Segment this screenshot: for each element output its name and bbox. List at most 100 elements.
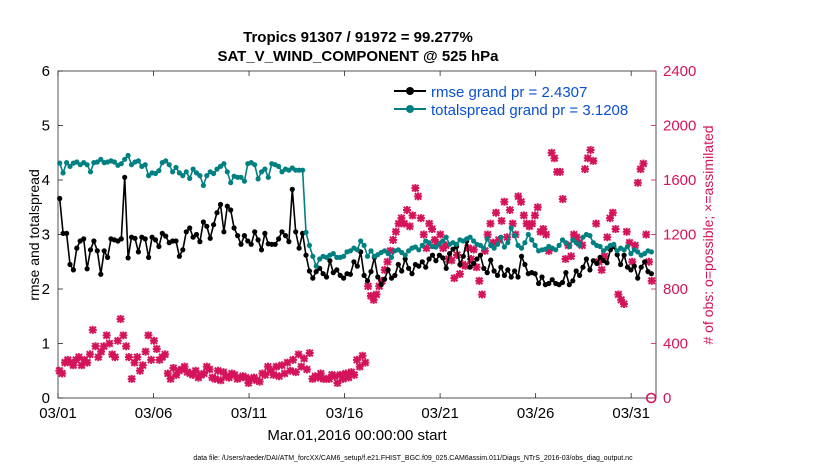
rmse-point [505, 267, 511, 273]
rmse-point [176, 253, 182, 259]
x-tick-label: 03/16 [326, 405, 364, 422]
obs-point-glyph [99, 342, 108, 351]
rmse-point [187, 225, 193, 231]
obs-point-glyph [405, 222, 414, 231]
totalspread-point [358, 238, 364, 244]
rmse-point [87, 247, 94, 253]
totalspread-point [511, 233, 518, 239]
rmse-point [395, 261, 401, 268]
obs-point-glyph [314, 373, 323, 382]
obs-point [291, 368, 300, 377]
obs-point [238, 372, 247, 381]
rmse-point [474, 256, 480, 262]
obs-point [236, 373, 245, 382]
obs-point [461, 261, 470, 270]
obs-point [358, 351, 367, 360]
rmse-point [580, 264, 586, 270]
rmse-point [91, 238, 97, 244]
obs-point-glyph [300, 354, 309, 363]
y-left-tick-label: 0 [42, 390, 50, 407]
obs-point-glyph [430, 235, 439, 244]
totalspread-point [279, 169, 285, 175]
totalspread-point [163, 158, 169, 164]
rmse-point [214, 210, 220, 216]
obs-point-glyph [414, 192, 423, 201]
obs-point [188, 370, 197, 379]
obs-point-glyph [483, 230, 492, 239]
obs-point [227, 369, 236, 378]
obs-point-glyph [169, 364, 178, 373]
plot-area: 03/01 03/06 03/11 03/16 03/21 03/26 03/31 0 1 2 3… [39, 63, 696, 422]
obs-point-glyph [258, 369, 267, 378]
obs-point-glyph [614, 290, 623, 299]
obs-point-glyph [547, 148, 556, 157]
rmse-point [142, 236, 148, 242]
obs-point [325, 374, 334, 383]
totalspread-point [399, 249, 405, 256]
obs-point [364, 282, 373, 291]
obs-point [578, 241, 587, 250]
rmse-point [423, 264, 429, 270]
obs-point-glyph [361, 358, 370, 367]
obs-point [186, 369, 195, 378]
totalspread-point [505, 240, 511, 246]
rmse-point [522, 261, 528, 268]
rmse-point [583, 256, 590, 262]
obs-point [97, 347, 106, 356]
rmse-point [587, 267, 593, 273]
rmse-point [258, 247, 265, 253]
obs-point-glyph [272, 362, 281, 371]
obs-point [141, 347, 150, 356]
x-tick-label: 03/01 [39, 405, 77, 422]
obs-point [530, 211, 539, 220]
obs-point [497, 216, 506, 225]
rmse-point [351, 259, 357, 265]
obs-point [113, 336, 122, 345]
rmse-point [447, 251, 453, 257]
obs-point-glyph [400, 219, 409, 228]
obs-point-glyph [581, 165, 589, 174]
totalspread-point [484, 236, 490, 242]
rmse-point [563, 270, 569, 276]
obs-point [480, 246, 489, 255]
obs-point-glyph [480, 246, 489, 255]
obs-point-glyph [500, 197, 509, 206]
rmse-point [207, 235, 213, 241]
obs-point [152, 344, 161, 353]
x-tick-label: 03/06 [135, 405, 173, 422]
y-axis-right-ticks: 0 400 800 1200 1600 2000 2400 [651, 63, 696, 407]
obs-point [492, 208, 501, 217]
obs-point [441, 241, 450, 250]
totalspread-point [200, 182, 206, 188]
obs-point [311, 372, 320, 381]
rmse-point [433, 258, 439, 264]
totalspread-point [354, 247, 360, 253]
totalspread-point [508, 225, 514, 231]
totalspread-point [382, 248, 388, 254]
x-tick-label: 03/26 [517, 405, 555, 422]
obs-point-glyph [394, 219, 403, 228]
totalspread-point [187, 175, 193, 181]
totalspread-point [238, 174, 244, 180]
obs-point-glyph [149, 336, 158, 345]
obs-point-glyph [455, 270, 464, 279]
obs-point-glyph [633, 178, 642, 187]
obs-point [397, 214, 406, 223]
obs-point [91, 342, 100, 351]
obs-point [377, 276, 386, 285]
obs-point [547, 148, 556, 157]
obs-point-glyph [594, 257, 603, 266]
obs-point-glyph [377, 276, 386, 285]
obs-point [191, 366, 200, 375]
rmse-point [429, 252, 436, 258]
rmse-point [375, 274, 381, 280]
obs-point-glyph [236, 373, 245, 382]
obs-point-glyph [578, 241, 587, 250]
totalspread-point [135, 158, 141, 164]
rmse-point [511, 268, 518, 274]
totalspread-point [471, 238, 477, 244]
obs-point-glyph [136, 366, 145, 375]
totalspread-point [518, 245, 525, 251]
obs-point [241, 373, 250, 382]
rmse-point [597, 254, 603, 260]
